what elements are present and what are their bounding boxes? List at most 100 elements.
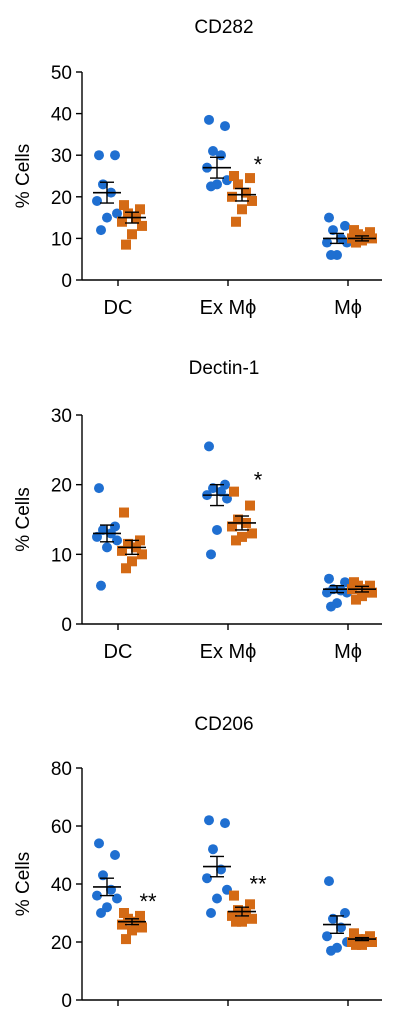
data-point [324,876,334,887]
data-point [121,934,131,945]
x-tick-label: Mϕ [334,297,362,319]
data-point [119,908,129,918]
data-point [208,146,218,157]
data-point [102,542,112,553]
y-tick-label: 30 [51,406,72,427]
data-point [322,931,332,942]
data-point [245,173,255,184]
data-point [245,899,255,910]
data-point [227,521,237,532]
y-tick-label: 80 [51,759,72,780]
x-tick-label: Ex Mϕ [200,641,257,663]
data-point [137,922,147,933]
data-point [328,225,338,236]
data-point [208,483,218,494]
data-point [216,486,226,497]
x-tick-label: DC [104,641,133,663]
data-point [247,913,257,924]
data-point [212,524,222,535]
data-point [340,220,350,231]
data-point [229,171,239,181]
data-point [357,591,367,602]
data-point [233,905,243,916]
data-point [110,850,120,860]
data-point [351,237,361,248]
y-tick-label: 40 [51,875,72,896]
y-tick-label: 20 [51,188,72,209]
y-tick-label: 0 [61,991,72,1012]
data-point [326,250,336,261]
data-point [137,549,147,560]
data-point [96,225,106,236]
y-axis-label: % Cells [13,852,34,916]
data-point [202,873,212,884]
data-point [229,890,239,901]
data-point [208,844,218,855]
data-point [135,535,145,546]
data-point [237,916,247,927]
chart-title: CD282 [194,17,253,38]
data-point [245,500,255,511]
data-point [231,216,241,227]
x-tick-label: Mϕ [334,641,362,663]
data-point [98,524,108,535]
y-tick-label: 10 [51,545,72,566]
data-point [237,531,247,542]
data-point [206,549,216,560]
data-point [94,150,104,161]
data-point [212,893,222,904]
y-tick-label: 30 [51,146,72,167]
data-point [241,187,251,198]
data-point [117,919,127,930]
data-point [119,507,129,518]
data-point [351,594,361,605]
data-point [123,208,133,219]
data-point [326,601,336,612]
data-point [206,908,216,918]
data-point [324,212,334,223]
chart-title: CD206 [194,714,253,735]
data-point [233,179,243,190]
data-point [229,486,239,497]
data-point [204,815,214,826]
data-point [112,208,122,219]
x-tick-label: DC [104,297,133,319]
data-point [204,114,214,125]
significance-marker: ** [249,872,267,897]
data-point [112,893,122,904]
data-point [233,514,243,525]
data-point [353,229,363,240]
y-tick-label: 40 [51,105,72,126]
data-point [351,939,361,950]
data-point [123,538,133,549]
data-point [135,910,145,921]
data-point [102,212,112,223]
y-tick-label: 20 [51,476,72,497]
y-tick-label: 10 [51,229,72,250]
chart-panel-2: Dectin-1 % Cells 0 10 20 30 DC Ex Mϕ Mϕ * [13,358,382,663]
data-point [231,916,241,927]
y-axis-label: % Cells [13,487,34,551]
data-point [121,239,131,250]
significance-marker: * [254,152,263,177]
data-point [204,441,214,452]
data-point [121,563,131,574]
data-point [127,925,137,936]
data-point [94,483,104,494]
data-point [231,535,241,546]
y-axis-label: % Cells [13,144,34,208]
y-tick-label: 0 [61,615,72,636]
data-point [322,237,332,248]
y-tick-label: 20 [51,933,72,954]
data-point [127,556,137,567]
data-point [349,928,359,939]
y-tick-label: 60 [51,817,72,838]
data-point [127,229,137,240]
y-tick-label: 0 [61,271,72,292]
data-point [241,908,251,918]
data-point [237,204,247,215]
data-point [96,908,106,918]
chart-title: Dectin-1 [189,358,260,379]
data-point [110,150,120,161]
